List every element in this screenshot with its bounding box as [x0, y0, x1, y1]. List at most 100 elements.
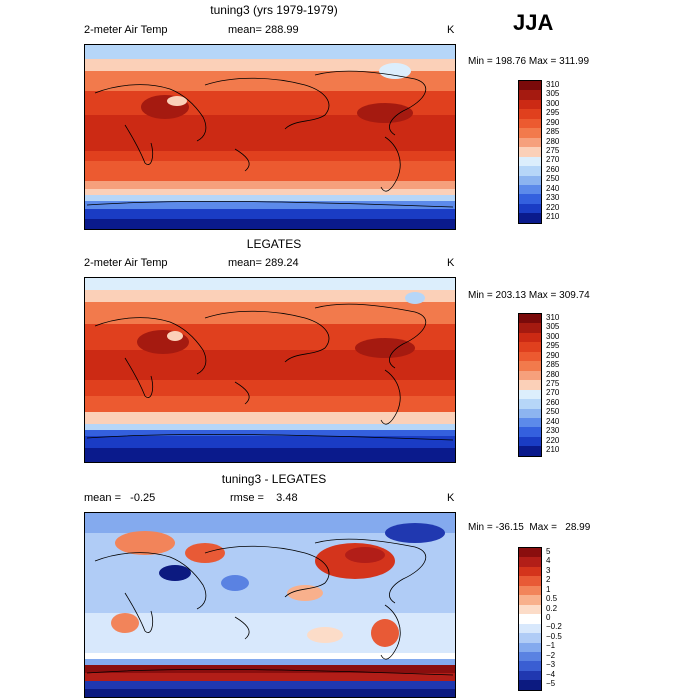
colorbar-swatch — [519, 203, 541, 214]
colorbar-swatch — [519, 595, 541, 605]
panel-3-map — [84, 512, 456, 698]
colorbar-tick-label: 285 — [546, 127, 560, 137]
colorbar-tick-label: 240 — [546, 416, 560, 426]
colorbar-tick-label: 280 — [546, 369, 560, 379]
panel-1-mean-label: mean= 288.99 — [228, 24, 299, 36]
colorbar-tick-label: 210 — [546, 212, 560, 222]
panel-3-mean-label: mean = -0.25 — [84, 492, 156, 504]
colorbar-swatch — [519, 427, 541, 437]
colorbar-tick-label: 250 — [546, 174, 560, 184]
colorbar-tick-label: 310 — [546, 79, 560, 89]
colorbar-tick-label: 230 — [546, 193, 560, 203]
colorbar-tick-label: 295 — [546, 108, 560, 118]
colorbar-swatch — [519, 633, 541, 643]
colorbar-swatch — [519, 604, 541, 615]
colorbar-swatch — [519, 557, 541, 567]
colorbar-tick-label: 1 — [546, 584, 551, 594]
colorbar-swatch — [519, 137, 541, 148]
colorbar-tick-label: 0.2 — [546, 603, 558, 613]
panel-1-units: K — [447, 24, 455, 36]
colorbar-swatch — [519, 585, 541, 596]
colorbar-tick-label: −4 — [546, 669, 556, 679]
colorbar-tick-label: −0.2 — [546, 622, 562, 632]
colorbar-tick-label: 270 — [546, 388, 560, 398]
colorbar-swatch — [519, 332, 541, 343]
panel-1-title: tuning3 (yrs 1979-1979) — [210, 3, 338, 17]
colorbar-tick-label: 0 — [546, 613, 551, 622]
colorbar-swatch — [519, 128, 541, 138]
panel-3-min-max: Min = -36.15 Max = 28.99 — [468, 522, 591, 533]
colorbar-swatch — [519, 417, 541, 428]
panel-1-min-max: Min = 198.76 Max = 311.99 — [468, 56, 590, 67]
colorbar-tick-label: 4 — [546, 556, 551, 566]
panel-1-map — [84, 44, 456, 230]
panel-2-title: LEGATES — [246, 237, 302, 251]
colorbar-swatch — [519, 576, 541, 586]
colorbar-tick-label: 5 — [546, 546, 551, 556]
colorbar-tick-label: 285 — [546, 360, 560, 370]
colorbar-swatch — [519, 194, 541, 204]
panel-3-rmse-label: rmse = 3.48 — [230, 492, 298, 504]
panel-3-colorbar — [518, 547, 542, 691]
colorbar-tick-label: 220 — [546, 202, 560, 212]
colorbar-tick-label: 2 — [546, 575, 551, 585]
colorbar-tick-label: 230 — [546, 426, 560, 436]
season-label: JJA — [513, 10, 554, 35]
colorbar-tick-label: −2 — [546, 650, 556, 660]
colorbar-swatch — [519, 548, 541, 558]
colorbar-swatch — [519, 351, 541, 362]
panel-2-units: K — [447, 257, 455, 269]
colorbar-tick-label: 300 — [546, 98, 560, 108]
colorbar-tick-label: 240 — [546, 183, 560, 193]
colorbar-tick-label: 280 — [546, 136, 560, 146]
panel-1-contour-field — [85, 45, 455, 229]
colorbar-swatch — [519, 314, 541, 324]
colorbar-tick-label: 210 — [546, 445, 560, 455]
colorbar-tick-label: 270 — [546, 155, 560, 165]
colorbar-swatch — [519, 109, 541, 119]
colorbar-tick-label: 220 — [546, 435, 560, 445]
colorbar-swatch — [519, 175, 541, 185]
panel-3-units: K — [447, 492, 455, 504]
colorbar-swatch — [519, 642, 541, 652]
colorbar-tick-label: 0.5 — [546, 594, 558, 604]
colorbar-swatch — [519, 623, 541, 634]
panel-2-contour-field — [85, 278, 455, 462]
colorbar-swatch — [519, 380, 541, 390]
panel-1-variable-label: 2-meter Air Temp — [84, 24, 168, 36]
panel-3-contour-field — [85, 513, 455, 697]
panel-2-colorbar — [518, 313, 542, 457]
colorbar-swatch — [519, 614, 541, 624]
colorbar-swatch — [519, 408, 541, 418]
colorbar-swatch — [519, 661, 541, 671]
colorbar-swatch — [519, 184, 541, 195]
colorbar-swatch — [519, 342, 541, 352]
colorbar-tick-label: 290 — [546, 350, 560, 360]
colorbar-tick-label: 260 — [546, 397, 560, 407]
colorbar-tick-label: 300 — [546, 331, 560, 341]
colorbar-swatch — [519, 370, 541, 381]
colorbar-tick-label: 305 — [546, 322, 560, 332]
panel-2-min-max: Min = 203.13 Max = 309.74 — [468, 290, 590, 301]
colorbar-tick-label: 295 — [546, 341, 560, 351]
colorbar-tick-label: −3 — [546, 660, 556, 670]
colorbar-swatch — [519, 81, 541, 91]
panel-2-variable-label: 2-meter Air Temp — [84, 257, 168, 269]
colorbar-swatch — [519, 323, 541, 333]
colorbar-swatch — [519, 389, 541, 400]
colorbar-tick-label: 310 — [546, 312, 560, 322]
colorbar-swatch — [519, 446, 541, 456]
panel-3-title: tuning3 - LEGATES — [221, 472, 327, 486]
colorbar-tick-label: 290 — [546, 117, 560, 127]
colorbar-swatch — [519, 566, 541, 577]
colorbar-tick-label: 305 — [546, 89, 560, 99]
panel-2-mean-label: mean= 289.24 — [228, 257, 299, 269]
colorbar-tick-label: 250 — [546, 407, 560, 417]
panel-1-colorbar — [518, 80, 542, 224]
colorbar-swatch — [519, 436, 541, 447]
colorbar-tick-label: 260 — [546, 164, 560, 174]
colorbar-tick-label: 275 — [546, 146, 560, 155]
colorbar-swatch — [519, 118, 541, 129]
colorbar-swatch — [519, 670, 541, 681]
colorbar-tick-label: −1 — [546, 641, 556, 651]
